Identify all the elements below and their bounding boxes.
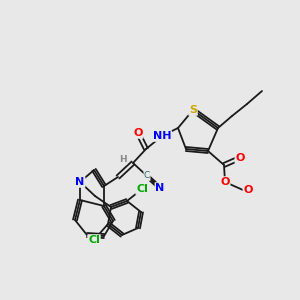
- Text: NH: NH: [153, 131, 171, 141]
- Text: N: N: [155, 183, 165, 193]
- Text: O: O: [235, 153, 245, 163]
- Text: C: C: [144, 172, 150, 181]
- Text: O: O: [133, 128, 143, 138]
- Text: O: O: [243, 185, 253, 195]
- Text: Cl: Cl: [88, 235, 100, 245]
- Text: S: S: [189, 105, 197, 115]
- Text: Cl: Cl: [136, 184, 148, 194]
- Text: O: O: [220, 177, 230, 187]
- Text: H: H: [119, 155, 127, 164]
- Text: N: N: [75, 177, 85, 187]
